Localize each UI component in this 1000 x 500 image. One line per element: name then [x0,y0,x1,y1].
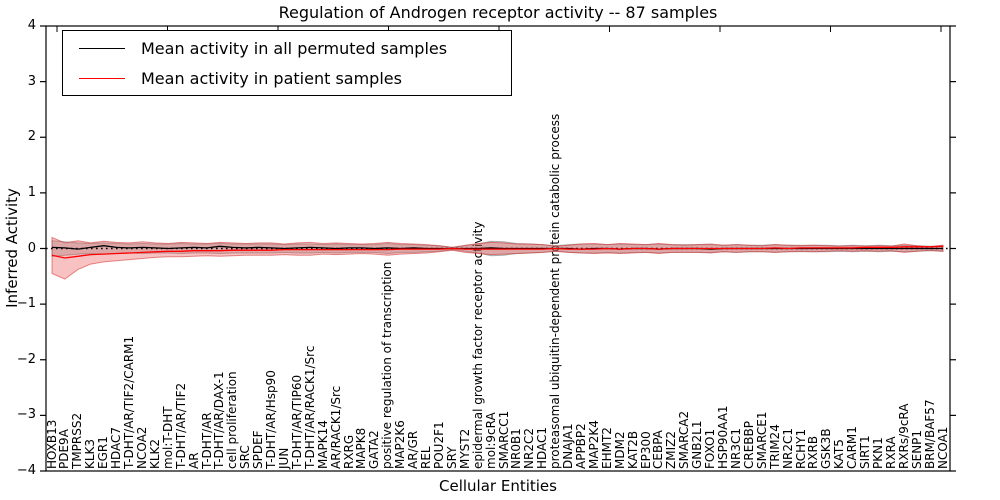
legend-label-patient: Mean activity in patient samples [141,68,402,88]
legend-label-permuted: Mean activity in all permuted samples [141,38,448,58]
y-tick-label: 3 [27,73,36,89]
y-tick-label: 4 [27,18,36,33]
y-tick-label: −1 [16,296,36,312]
legend-item-permuted: Mean activity in all permuted samples [75,35,499,61]
patient-line-sample [79,77,125,79]
y-tick-label: 0 [27,240,36,256]
y-axis-label: Inferred Activity [3,188,21,308]
legend: Mean activity in all permuted samples Me… [62,30,512,96]
y-tick-label: −2 [16,351,36,367]
y-tick-label: −4 [16,463,36,478]
series-line-1 [51,245,944,259]
x-axis-label: Cellular Entities [439,477,557,495]
permuted-line-sample [79,47,125,49]
patient-samples-range [51,236,944,280]
legend-item-patient: Mean activity in patient samples [75,65,499,91]
y-tick-label: 1 [27,184,36,200]
plot-title: Regulation of Androgen receptor activity… [278,3,718,22]
y-tick-label: −3 [16,407,36,423]
y-tick-label: 2 [27,129,36,145]
